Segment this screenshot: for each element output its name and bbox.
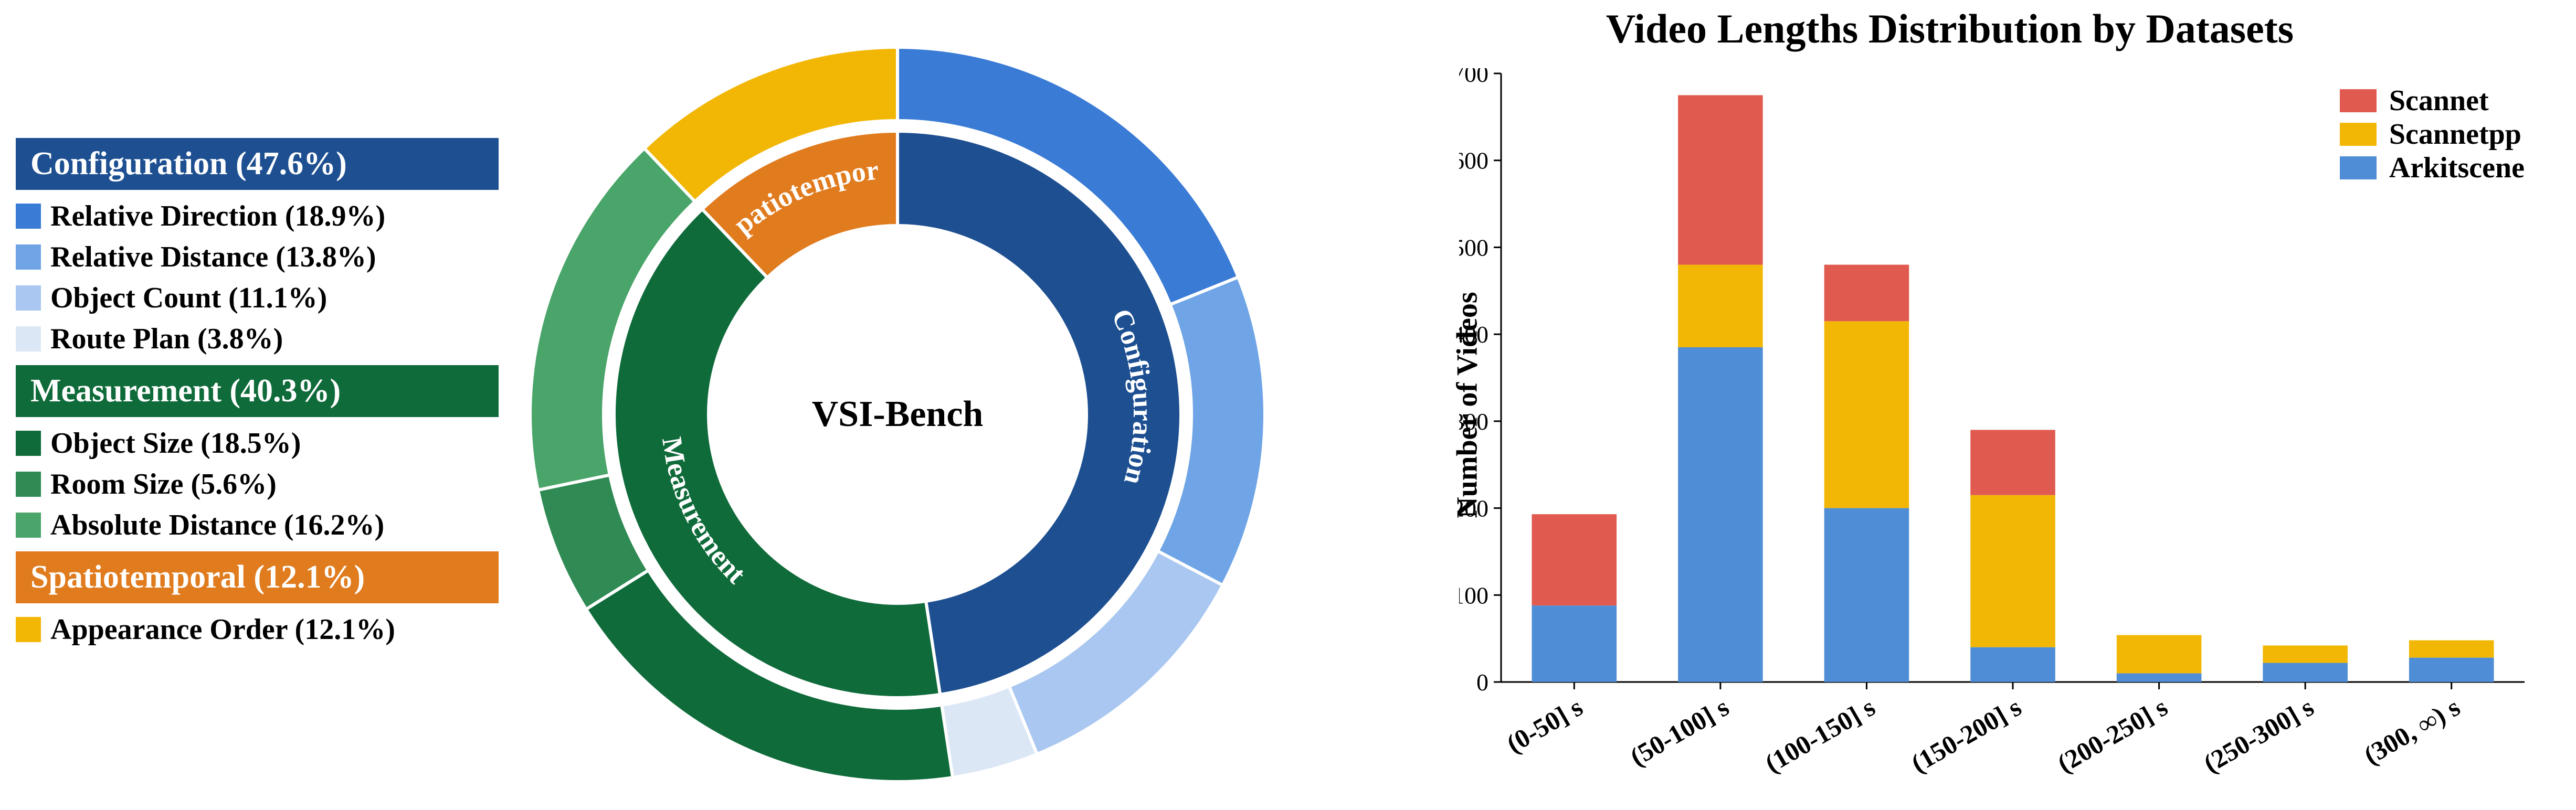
legend-item-label: Absolute Distance (16.2%)	[50, 508, 384, 542]
legend-swatch	[16, 244, 41, 270]
bar-segment-scannetpp	[2117, 635, 2202, 674]
legend-group-title: Measurement (40.3%)	[16, 365, 499, 417]
bar-segment-arkitscene	[1678, 347, 1763, 682]
legend-swatch	[16, 326, 41, 351]
donut-chart: ConfigurationMeasurementSpatiotemporal V…	[504, 21, 1291, 808]
bar-segment-scannetpp	[1970, 495, 2055, 647]
bar-segment-arkitscene	[2409, 658, 2494, 682]
legend-swatch	[16, 513, 41, 538]
bar-legend-item: Arkitscene	[2340, 151, 2525, 185]
legend-item: Object Count (11.1%)	[16, 281, 499, 315]
legend-item: Absolute Distance (16.2%)	[16, 508, 499, 542]
legend-item: Object Size (18.5%)	[16, 427, 499, 460]
legend-item-label: Object Size (18.5%)	[50, 427, 301, 460]
x-category-label: (100-150] s	[1760, 692, 1880, 778]
x-category-label: (300, ∞) s	[2359, 692, 2465, 770]
x-category-label: (0-50] s	[1502, 692, 1588, 759]
bar-segment-arkitscene	[2263, 663, 2348, 682]
bar-segment-arkitscene	[2117, 673, 2202, 682]
bar-segment-arkitscene	[1970, 647, 2055, 682]
legend-item: Room Size (5.6%)	[16, 467, 499, 501]
bar-segment-scannet	[1970, 430, 2055, 495]
bar-segment-scannetpp	[1678, 265, 1763, 347]
bar-segment-arkitscene	[1532, 605, 1617, 682]
bar-legend-swatch	[2340, 89, 2377, 112]
legend-group-title: Spatiotemporal (12.1%)	[16, 551, 499, 603]
donut-center-label: VSI-Bench	[812, 393, 984, 435]
legend-item-label: Relative Distance (13.8%)	[50, 240, 376, 274]
bar-legend-swatch	[2340, 156, 2377, 179]
legend-swatch	[16, 472, 41, 497]
legend-item-label: Appearance Order (12.1%)	[50, 613, 395, 646]
x-category-label: (200-250] s	[2052, 692, 2172, 778]
bar-segment-scannetpp	[2263, 645, 2348, 663]
bar-segment-scannet	[1678, 95, 1763, 264]
bar-segment-scannet	[1824, 265, 1909, 322]
bar-segment-scannetpp	[2409, 640, 2494, 657]
legend-item-label: Object Count (11.1%)	[50, 281, 327, 315]
y-tick-label: 500	[1459, 234, 1488, 261]
donut-legend: Configuration (47.6%) Relative Direction …	[16, 129, 499, 654]
legend-item-label: Route Plan (3.8%)	[50, 322, 283, 356]
legend-item: Route Plan (3.8%)	[16, 322, 499, 356]
bar-segment-arkitscene	[1824, 508, 1909, 682]
legend-swatch	[16, 285, 41, 311]
bar-legend-item: Scannetpp	[2340, 118, 2525, 151]
bar-segment-scannet	[1532, 514, 1617, 605]
legend-group-title: Configuration (47.6%)	[16, 138, 499, 190]
x-category-label: (150-200] s	[1906, 692, 2026, 778]
y-tick-label: 0	[1476, 669, 1488, 696]
bar-chart-legend: ScannetScannetppArkitscene	[2340, 84, 2525, 185]
x-category-label: (50-100] s	[1625, 692, 1734, 772]
figure-stage: Configuration (47.6%) Relative Direction …	[0, 0, 2576, 810]
x-category-label: (250-300] s	[2199, 692, 2319, 778]
bar-legend-label: Scannetpp	[2389, 118, 2521, 151]
legend-swatch	[16, 431, 41, 456]
bar-chart: Video Lengths Distribution by Datasets N…	[1344, 0, 2556, 810]
bar-chart-title: Video Lengths Distribution by Datasets	[1344, 5, 2556, 52]
legend-item-label: Relative Direction (18.9%)	[50, 199, 385, 233]
y-tick-label: 700	[1459, 68, 1488, 87]
y-tick-label: 400	[1459, 321, 1488, 348]
legend-swatch	[16, 617, 41, 642]
bar-legend-label: Scannet	[2389, 84, 2489, 118]
legend-swatch	[16, 204, 41, 229]
legend-item: Relative Distance (13.8%)	[16, 240, 499, 274]
legend-item: Relative Direction (18.9%)	[16, 199, 499, 233]
bar-segment-scannetpp	[1824, 321, 1909, 508]
bar-legend-swatch	[2340, 123, 2377, 146]
legend-item-label: Room Size (5.6%)	[50, 467, 277, 501]
y-tick-label: 300	[1459, 408, 1488, 435]
legend-item: Appearance Order (12.1%)	[16, 613, 499, 646]
y-tick-label: 200	[1459, 495, 1488, 522]
y-tick-label: 100	[1459, 582, 1488, 609]
bar-legend-label: Arkitscene	[2389, 151, 2525, 185]
y-tick-label: 600	[1459, 147, 1488, 174]
bar-legend-item: Scannet	[2340, 84, 2525, 118]
